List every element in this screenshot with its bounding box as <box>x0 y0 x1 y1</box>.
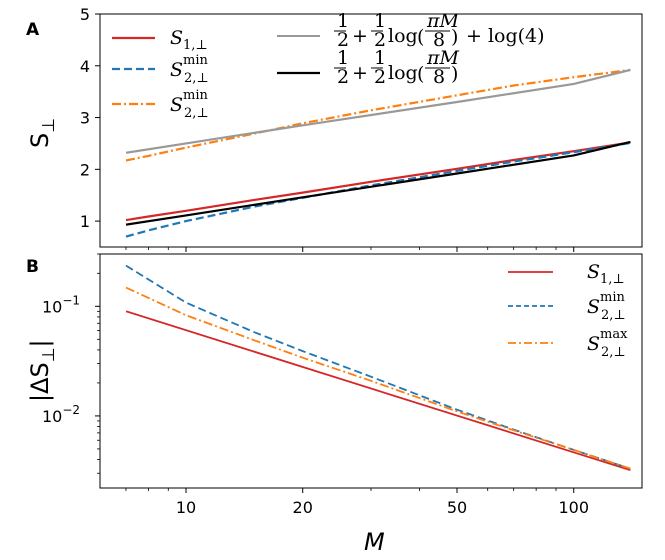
svg-text:8: 8 <box>433 29 445 51</box>
panel-a-series-0-line <box>125 141 631 222</box>
legend-a-s2min-label: Smin 2,⊥ <box>170 53 209 86</box>
svg-text:πM: πM <box>426 47 459 69</box>
legend-b-s2max-label: Smax 2,⊥ <box>587 327 628 360</box>
panel-a-legend: S1,⊥ Smin 2,⊥ Smin 2,⊥ 1 2 + 1 2 log ( πM … <box>112 10 545 121</box>
svg-text:): ) <box>451 63 458 85</box>
svg-text:log: log <box>388 62 418 84</box>
panel-b-xtick-label-2: 50 <box>447 498 467 517</box>
svg-text:1: 1 <box>374 47 386 69</box>
panel-a-series-1-line <box>125 141 631 238</box>
svg-text:(: ( <box>417 26 424 48</box>
legend-b-s2min-label: Smin 2,⊥ <box>587 290 626 323</box>
svg-text:2: 2 <box>374 29 386 51</box>
panel-a-ytick-label-1: 2 <box>80 160 90 179</box>
svg-text:(: ( <box>417 63 424 85</box>
legend-a-bound-label: 1 2 + 1 2 log ( πM 8 ) <box>334 47 459 88</box>
panel-b-legend: S1,⊥ Smin 2,⊥ Smax 2,⊥ <box>508 261 628 360</box>
svg-text:2: 2 <box>337 29 349 51</box>
panel-b-ytick-label-1: 10−2 <box>42 403 80 426</box>
panel-b-plot-area <box>125 264 631 472</box>
panel-a-ytick-label-3: 4 <box>80 57 90 76</box>
panel-b-x-ticks: 10 20 50 100 <box>125 488 589 517</box>
panel-a-ytick-label-4: 5 <box>80 5 90 24</box>
panel-a-series-2-line <box>125 68 631 162</box>
panel-b-x-label: M <box>364 528 385 556</box>
panel-b-label: B <box>26 257 39 277</box>
svg-text:1: 1 <box>337 10 349 32</box>
svg-text:2: 2 <box>374 66 386 88</box>
panel-b-y-label: |ΔS⊥| <box>26 339 59 402</box>
legend-a-s1-label: S1,⊥ <box>170 27 208 53</box>
panel-a-series-4-line <box>125 140 631 226</box>
panel-b-xtick-label-0: 10 <box>176 498 196 517</box>
svg-text:8: 8 <box>433 66 445 88</box>
svg-text:): ) <box>451 26 458 48</box>
panel-b-series-2-line <box>125 286 631 470</box>
panel-b-series-0-line <box>125 310 631 472</box>
legend-b-s1-label: S1,⊥ <box>587 261 625 287</box>
panel-b-frame <box>99 253 643 489</box>
panel-a-series-3-line <box>125 68 631 154</box>
panel-b-xtick-label-1: 20 <box>293 498 313 517</box>
panel-b: B 10−1 10−2 10 20 50 100 |ΔS⊥| M S1,⊥ Smin 2,… <box>26 253 643 556</box>
svg-text:+: + <box>352 25 368 47</box>
svg-text:1: 1 <box>337 47 349 69</box>
panel-a-ytick-label-0: 1 <box>80 212 90 231</box>
panel-a-y-label: S⊥ <box>26 118 59 148</box>
panel-b-ytick-label-0: 10−1 <box>42 293 80 316</box>
svg-text:πM: πM <box>426 10 459 32</box>
legend-a-bound4-label: 1 2 + 1 2 log ( πM 8 ) + log(4) <box>334 10 545 51</box>
svg-text:2: 2 <box>337 66 349 88</box>
svg-text:1: 1 <box>374 10 386 32</box>
panel-b-series-1-line <box>125 264 631 470</box>
panel-a-ytick-label-2: 3 <box>80 109 90 128</box>
panel-a-label: A <box>26 20 40 40</box>
svg-text:+: + <box>352 62 368 84</box>
panel-b-xtick-label-3: 100 <box>558 498 589 517</box>
panel-a-plot-area <box>125 68 631 238</box>
svg-text:log: log <box>388 25 418 47</box>
panel-b-y-ticks: 10−1 10−2 <box>42 253 100 474</box>
legend-a-s2min2-label: Smin 2,⊥ <box>170 88 209 121</box>
panel-a-x-ticks <box>125 247 575 252</box>
panel-a-y-ticks: 1 2 3 4 5 <box>80 5 100 231</box>
svg-text:+ log(4): + log(4) <box>466 25 545 47</box>
